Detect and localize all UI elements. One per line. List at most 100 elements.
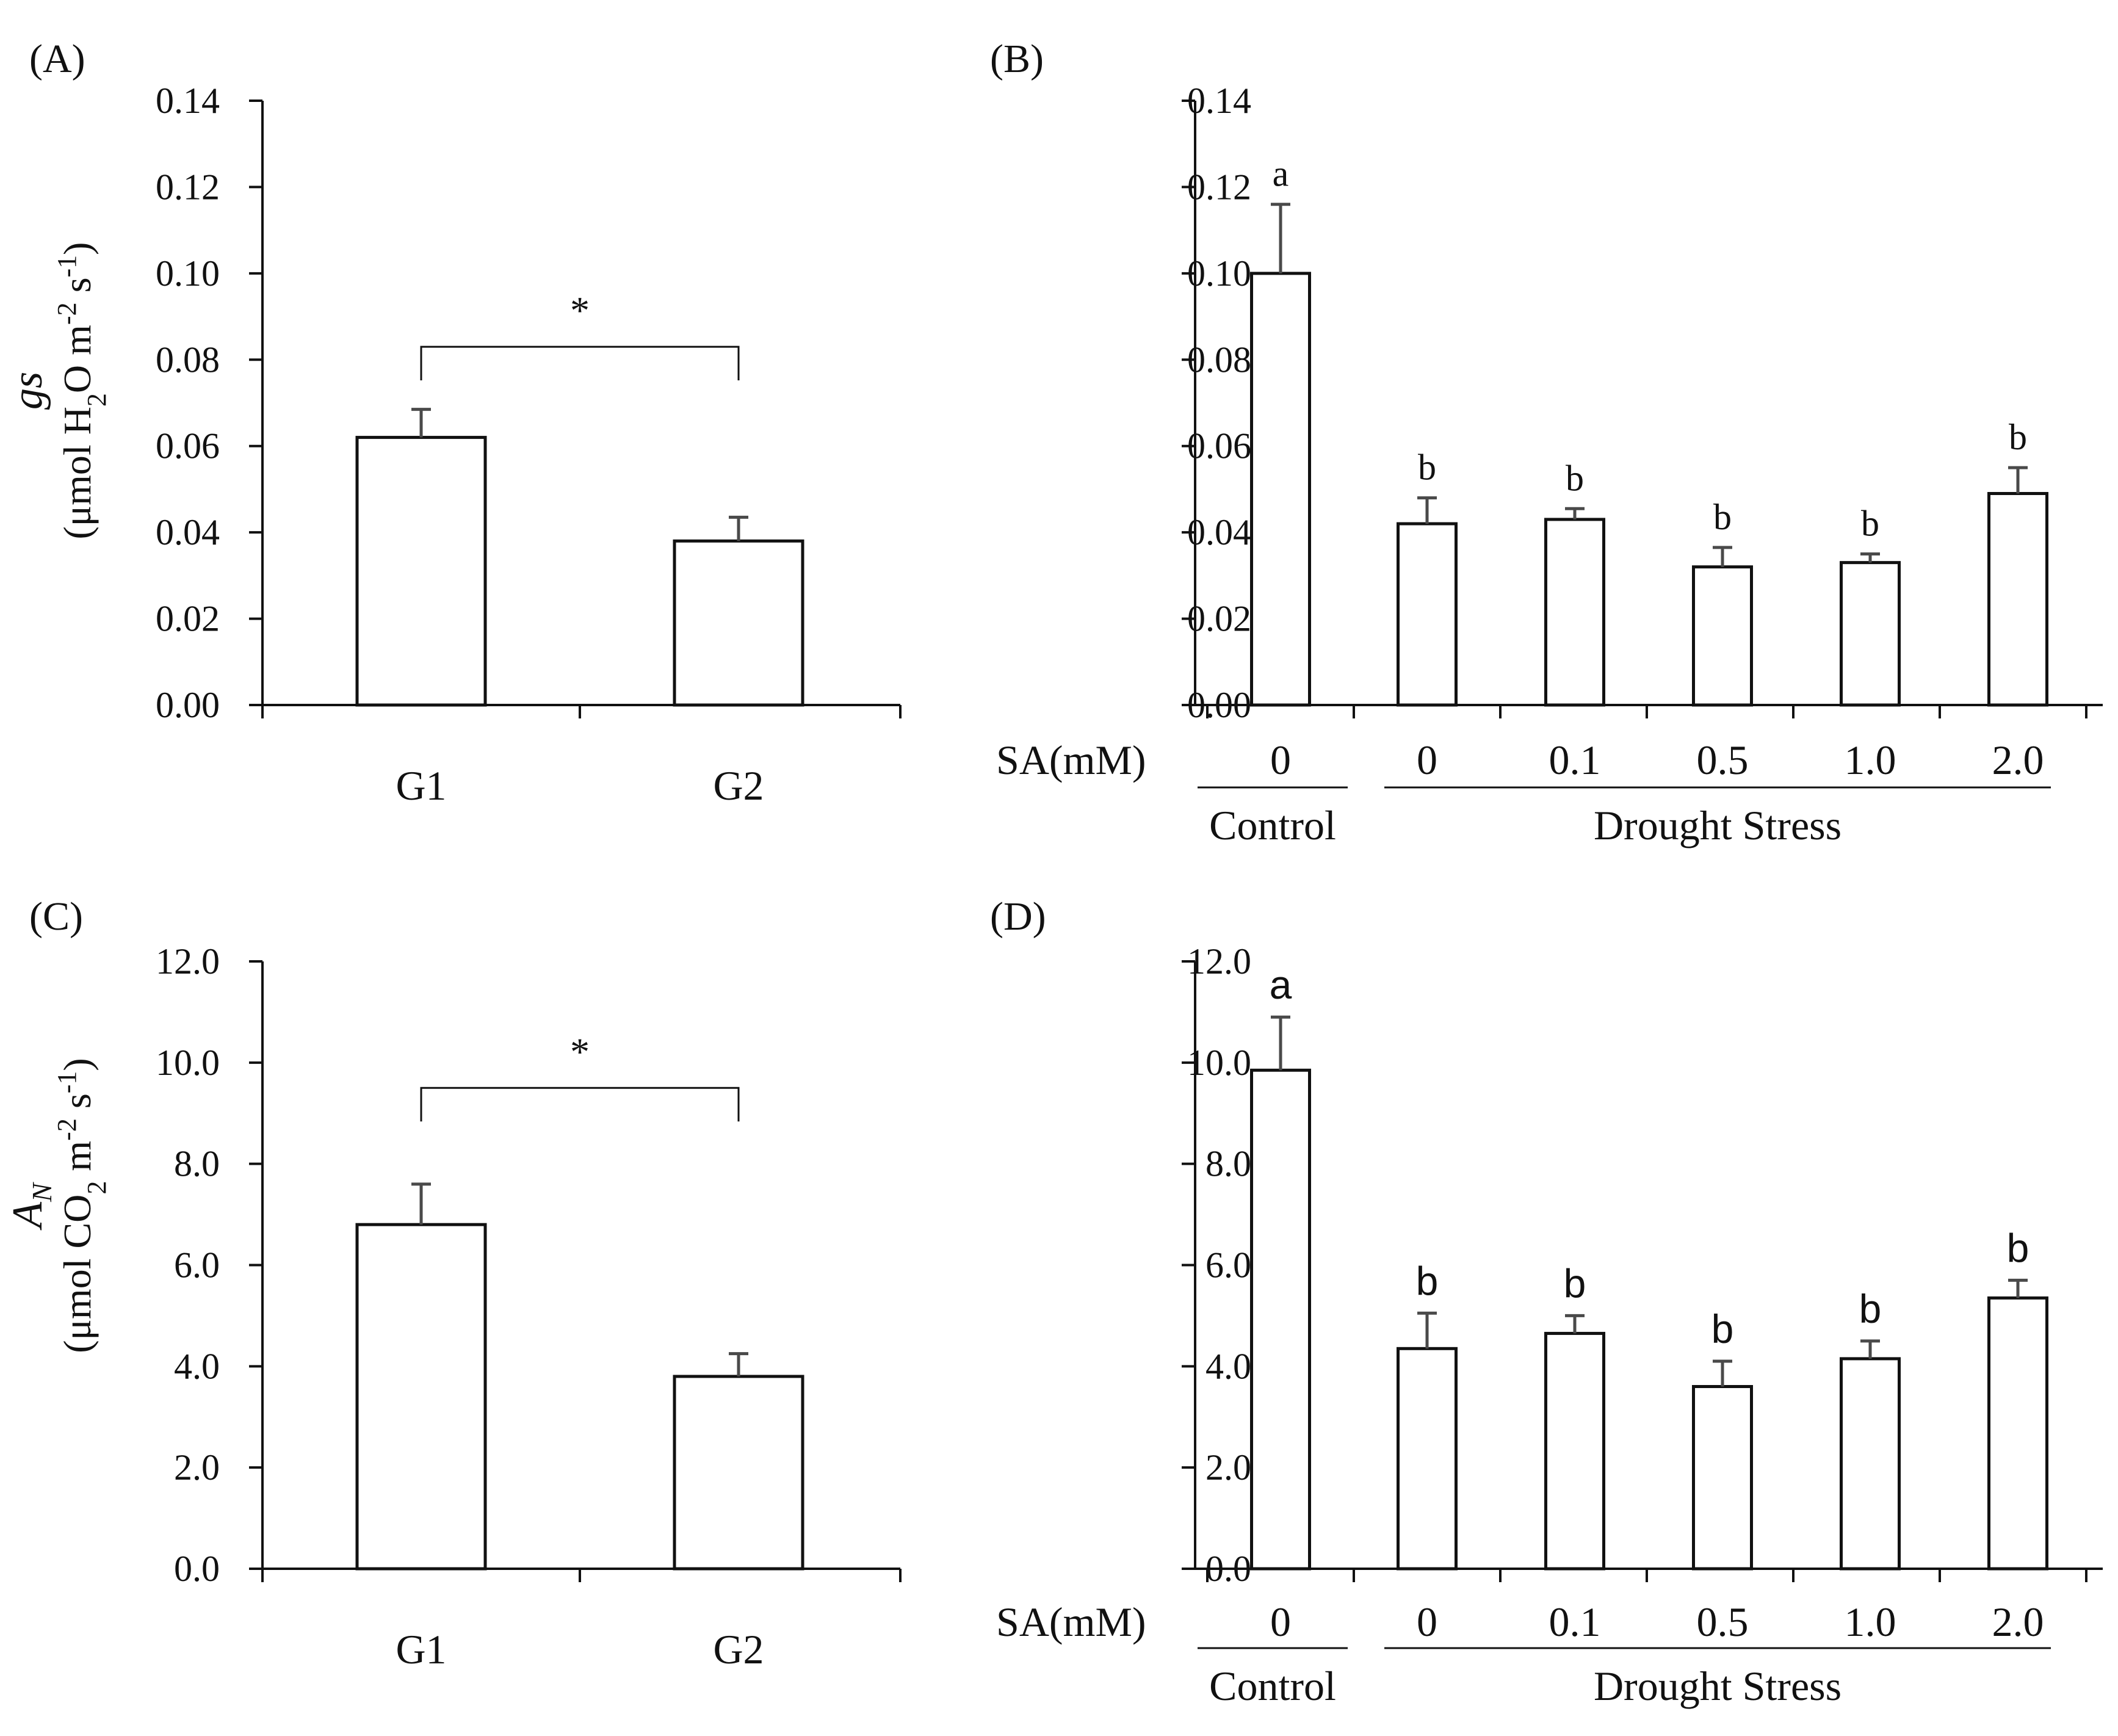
y-axis-units-part: (μmol H (56, 407, 99, 539)
y-axis-units-part: 2 (82, 393, 112, 407)
significance-letter: b (1416, 1258, 1439, 1303)
significance-letter: b (2007, 1225, 2029, 1270)
y-tick-label: 0.02 (1187, 599, 1251, 639)
y-tick-label: 0.08 (156, 339, 220, 380)
y-axis-units: (μmol H2O m-2 s-1) (52, 242, 112, 540)
y-tick-label: 6.0 (1205, 1245, 1251, 1286)
y-axis-units-part: s (56, 1093, 99, 1118)
significance-bracket (420, 345, 740, 381)
x-tick-label: G2 (713, 762, 764, 809)
y-axis-units-part: m (56, 1141, 99, 1181)
bar (1397, 1347, 1458, 1571)
x-axis-prefix: SA(mM) (996, 1599, 1146, 1645)
panel-label: (B) (990, 37, 1044, 81)
y-tick-label: 0.14 (156, 81, 220, 121)
significance-letter: b (1861, 504, 1879, 544)
significance-letter: b (1713, 497, 1732, 537)
y-tick-label: 0.14 (1187, 81, 1251, 121)
y-axis-symbol-sub: N (26, 1182, 57, 1203)
y-tick-label: 8.0 (1205, 1144, 1251, 1184)
x-tick-label: 0.5 (1697, 737, 1749, 783)
group-label: Drought Stress (1594, 1663, 1842, 1709)
y-tick-label: 12.0 (1187, 941, 1251, 982)
significance-star: * (570, 289, 590, 332)
y-tick-label: 2.0 (1205, 1447, 1251, 1488)
x-tick-label: 0.5 (1697, 1599, 1749, 1645)
x-tick-label: 0 (1270, 737, 1291, 783)
y-axis-units-part: ) (56, 1058, 99, 1071)
panel-label: (C) (29, 894, 83, 939)
panel-label: (D) (990, 894, 1046, 939)
y-tick-label: 0.12 (1187, 167, 1251, 207)
y-axis-units-part: 2 (82, 1181, 112, 1195)
y-axis-units-part: O m (56, 325, 99, 393)
panel-label: (A) (29, 37, 85, 81)
y-axis-units-part: -1 (52, 1071, 82, 1094)
y-tick-label: 8.0 (174, 1144, 220, 1184)
y-tick-label: 10.0 (156, 1043, 220, 1083)
bar (1987, 1296, 2048, 1571)
y-tick-label: 0.10 (156, 253, 220, 294)
y-tick-label: 12.0 (156, 941, 220, 982)
y-axis-title: AN(μmol CO2 m-2 s-1) (4, 1058, 112, 1353)
y-tick-label: 0.00 (1187, 685, 1251, 725)
y-axis-units-part: -2 (52, 1118, 82, 1141)
significance-star: * (570, 1030, 590, 1073)
y-tick-label: 0.04 (156, 512, 220, 552)
bar (1544, 518, 1605, 707)
significance-letter: b (2009, 417, 2027, 457)
y-tick-label: 0.06 (1187, 426, 1251, 466)
y-tick-label: 0.04 (1187, 512, 1251, 552)
significance-letter: a (1273, 154, 1289, 194)
y-axis-title: gs(μmol H2O m-2 s-1) (4, 242, 112, 540)
significance-letter: a (1270, 962, 1292, 1007)
y-tick-label: 0.06 (156, 426, 220, 466)
x-tick-label: 1.0 (1845, 1599, 1896, 1645)
bar (355, 1223, 487, 1571)
bar (1692, 565, 1753, 707)
bar (1987, 492, 2048, 707)
x-tick-label: 0.1 (1549, 737, 1601, 783)
group-label: Drought Stress (1594, 802, 1842, 848)
group-label: Control (1209, 802, 1336, 848)
x-tick-label: 0 (1417, 737, 1437, 783)
x-tick-label: 0.1 (1549, 1599, 1601, 1645)
bar (1840, 561, 1901, 707)
y-axis-units-part: -2 (52, 302, 82, 325)
panel-c: (C) 0.0 2.0 4.0 6.0 8.0 10.0 12.0 G1 G2 * AN(μmol C… (4, 894, 902, 1673)
bar (1692, 1385, 1753, 1571)
panel-b: (B) 0.00 0.02 0.04 0.06 0.08 0.10 0.12 0.14 0 a 0 b 0… (990, 37, 2103, 848)
panel-d: (D) 0.0 2.0 4.0 6.0 8.0 10.0 12.0 0 a 0 b 0.1 b 0.5 b 1.… (990, 894, 2103, 1709)
y-axis-symbol: gs (4, 372, 51, 410)
y-tick-label: 0.02 (156, 599, 220, 639)
significance-letter: b (1711, 1306, 1734, 1351)
x-tick-label: 1.0 (1845, 737, 1896, 783)
x-tick-label: 2.0 (1992, 1599, 2044, 1645)
y-axis-units-part: ) (56, 242, 99, 255)
y-axis-units-part: s (56, 278, 99, 303)
bar (1840, 1357, 1901, 1571)
significance-letter: b (1566, 458, 1584, 498)
y-axis-units-part: -1 (52, 255, 82, 278)
y-tick-label: 0.10 (1187, 253, 1251, 294)
x-tick-label: G1 (396, 1626, 446, 1673)
y-axis-symbol-main: A (4, 1202, 51, 1231)
significance-letter: b (1564, 1260, 1586, 1306)
x-tick-label: 0 (1417, 1599, 1437, 1645)
y-tick-label: 2.0 (174, 1447, 220, 1488)
y-tick-label: 0.00 (156, 685, 220, 725)
y-axis-units-part: (μmol CO (56, 1195, 99, 1353)
y-tick-label: 0.0 (174, 1549, 220, 1589)
y-tick-label: 0.12 (156, 167, 220, 207)
x-tick-label: G1 (396, 762, 446, 809)
y-axis-symbol: AN (4, 1182, 57, 1231)
x-tick-label: 0 (1270, 1599, 1291, 1645)
y-tick-label: 4.0 (1205, 1346, 1251, 1386)
bar (1544, 1331, 1605, 1571)
significance-letter: b (1418, 447, 1436, 488)
group-label: Control (1209, 1663, 1336, 1709)
panel-a: (A) 0.00 0.02 0.04 0.06 0.08 0.10 0.12 0.14 G1 G2 *… (4, 37, 902, 809)
y-tick-label: 10.0 (1187, 1043, 1251, 1083)
y-tick-label: 0.08 (1187, 339, 1251, 380)
